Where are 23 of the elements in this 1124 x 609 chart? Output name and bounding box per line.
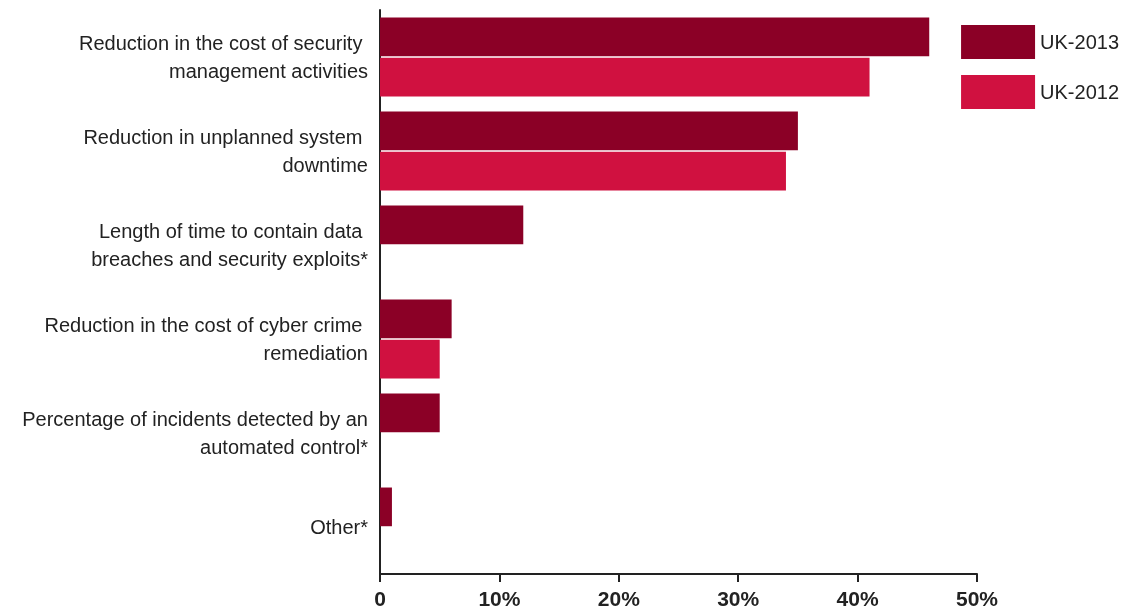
x-tick-label: 0 [374, 587, 386, 609]
y-tick-label: Reduction in the cost of security management activities [78, 32, 368, 82]
x-tick-label: 40% [836, 587, 879, 609]
y-tick-label: Other* [310, 516, 369, 538]
x-tick-label: 30% [717, 587, 760, 609]
bar [380, 205, 524, 245]
bar [380, 57, 870, 97]
y-tick-label: Percentage of incidents detected by an automated control* [22, 408, 369, 458]
bar [380, 151, 786, 191]
legend-label: UK-2013 [1040, 31, 1119, 53]
y-tick-label: Reduction in unplanned system downtime [83, 126, 368, 176]
y-tick-label: Reduction in the cost of cyber crime remediation [44, 314, 368, 364]
legend-label: UK-2012 [1040, 81, 1119, 103]
bar [380, 339, 440, 379]
bar [380, 393, 440, 433]
bar [380, 111, 798, 151]
x-tick-label: 20% [597, 587, 641, 609]
x-tick-label: 50% [955, 587, 999, 609]
bar [380, 487, 392, 527]
bar [380, 299, 452, 339]
bar [380, 17, 930, 57]
x-tick-label: 10% [478, 587, 521, 609]
y-tick-label: Length of time to contain data breaches and security exploits* [91, 220, 369, 270]
